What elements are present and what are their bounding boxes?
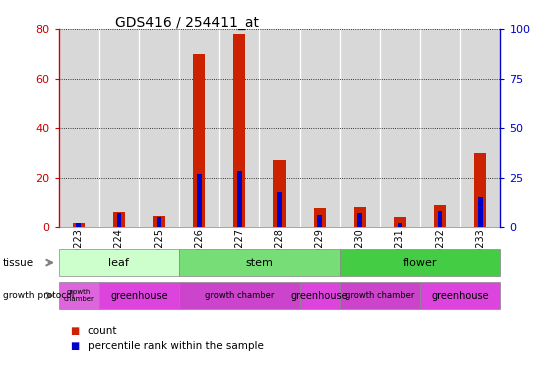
Text: ■: ■ bbox=[70, 341, 79, 351]
Bar bbox=[116, 213, 121, 227]
Bar bbox=[73, 223, 85, 227]
Bar bbox=[193, 54, 205, 227]
Bar bbox=[179, 29, 219, 227]
Bar bbox=[314, 208, 326, 227]
Bar bbox=[478, 197, 482, 227]
Bar bbox=[438, 211, 443, 227]
Text: percentile rank within the sample: percentile rank within the sample bbox=[88, 341, 264, 351]
Bar bbox=[277, 192, 282, 227]
Bar bbox=[77, 223, 81, 227]
Bar bbox=[157, 217, 162, 227]
Bar bbox=[420, 29, 460, 227]
Bar bbox=[340, 29, 380, 227]
Bar bbox=[397, 223, 402, 227]
Bar bbox=[219, 29, 259, 227]
Text: GDS416 / 254411_at: GDS416 / 254411_at bbox=[115, 16, 259, 30]
Bar bbox=[434, 205, 446, 227]
Bar bbox=[113, 212, 125, 227]
Bar bbox=[357, 213, 362, 227]
Bar bbox=[460, 29, 500, 227]
Text: greenhouse: greenhouse bbox=[432, 291, 489, 300]
Text: count: count bbox=[88, 326, 117, 336]
Text: leaf: leaf bbox=[108, 258, 129, 268]
Text: greenhouse: greenhouse bbox=[110, 291, 168, 300]
Bar bbox=[237, 171, 241, 227]
Bar bbox=[318, 214, 322, 227]
Bar bbox=[99, 29, 139, 227]
Text: growth chamber: growth chamber bbox=[205, 291, 274, 300]
Bar bbox=[474, 153, 486, 227]
Text: greenhouse: greenhouse bbox=[291, 291, 348, 300]
Bar bbox=[273, 160, 286, 227]
Bar bbox=[259, 29, 300, 227]
Bar bbox=[380, 29, 420, 227]
Text: tissue: tissue bbox=[3, 258, 34, 268]
Text: flower: flower bbox=[403, 258, 437, 268]
Bar bbox=[153, 216, 165, 227]
Bar bbox=[394, 217, 406, 227]
Bar bbox=[354, 207, 366, 227]
Bar bbox=[233, 34, 245, 227]
Bar bbox=[197, 174, 202, 227]
Bar bbox=[139, 29, 179, 227]
Bar bbox=[59, 29, 99, 227]
Text: growth protocol: growth protocol bbox=[3, 291, 74, 300]
Text: stem: stem bbox=[245, 258, 273, 268]
Text: growth chamber: growth chamber bbox=[345, 291, 415, 300]
Text: ■: ■ bbox=[70, 326, 79, 336]
Text: growth
chamber: growth chamber bbox=[63, 289, 94, 302]
Bar bbox=[300, 29, 340, 227]
